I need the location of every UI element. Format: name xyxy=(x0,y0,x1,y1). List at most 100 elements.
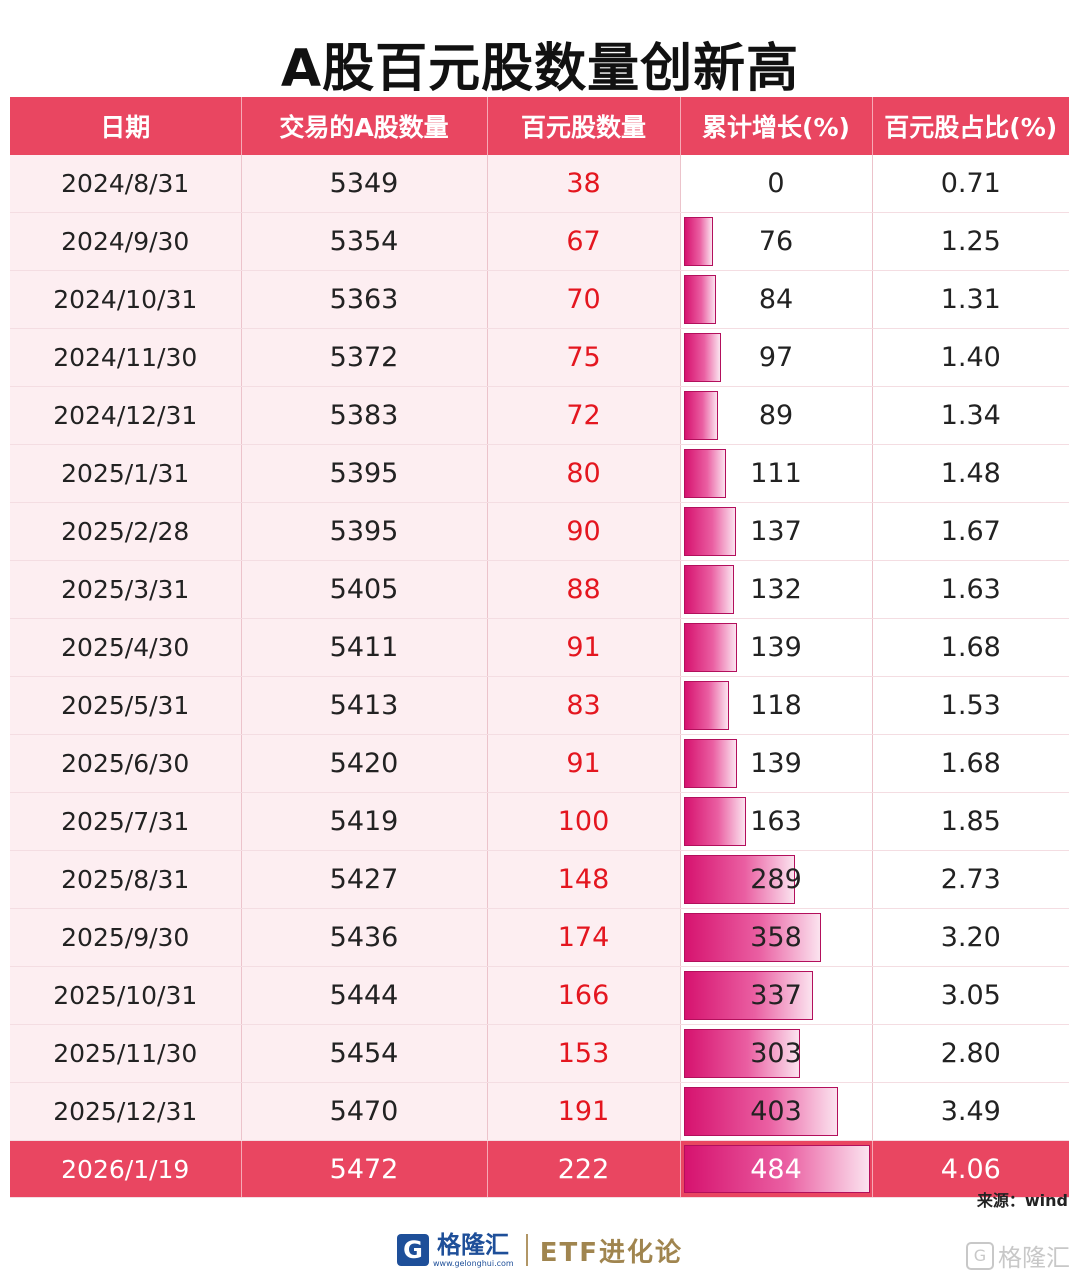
growth-bar xyxy=(683,391,718,440)
growth-bar xyxy=(683,275,716,324)
growth-value: 289 xyxy=(750,864,802,895)
etf-brand-text: ETF进化论 xyxy=(539,1237,683,1268)
share-ratio-cell: 1.63 xyxy=(872,560,1069,619)
hundred-yuan-count-cell: 91 xyxy=(487,618,681,677)
growth-value: 303 xyxy=(750,1038,802,1069)
share-ratio-cell: 1.68 xyxy=(872,618,1069,677)
share-ratio-cell: 1.85 xyxy=(872,792,1069,851)
table-row: 2024/8/31 5349 38 0 0.71 xyxy=(10,155,1069,213)
column-header-cumulative-growth: 累计增长(%) xyxy=(680,97,873,155)
watermark: G 格隆汇 xyxy=(966,1238,1070,1273)
traded-shares-cell: 5472 xyxy=(241,1140,488,1198)
traded-shares-cell: 5470 xyxy=(241,1082,488,1141)
cumulative-growth-cell: 76 xyxy=(680,212,873,271)
cumulative-growth-cell: 84 xyxy=(680,270,873,329)
date-cell: 2025/6/30 xyxy=(10,734,242,793)
cumulative-growth-cell: 358 xyxy=(680,908,873,967)
date-cell: 2025/12/31 xyxy=(10,1082,242,1141)
hundred-yuan-count-cell: 148 xyxy=(487,850,681,909)
traded-shares-cell: 5454 xyxy=(241,1024,488,1083)
footer-divider xyxy=(525,1234,528,1266)
column-header-date: 日期 xyxy=(10,97,242,155)
table-row: 2024/11/30 5372 75 97 1.40 xyxy=(10,328,1069,387)
growth-bar xyxy=(683,333,721,382)
date-cell: 2024/12/31 xyxy=(10,386,242,445)
hundred-yuan-count-cell: 153 xyxy=(487,1024,681,1083)
growth-value: 97 xyxy=(758,342,794,373)
hundred-yuan-count-cell: 70 xyxy=(487,270,681,329)
cumulative-growth-cell: 303 xyxy=(680,1024,873,1083)
growth-value: 84 xyxy=(758,284,794,315)
traded-shares-cell: 5420 xyxy=(241,734,488,793)
cumulative-growth-cell: 484 xyxy=(680,1140,873,1198)
growth-value: 358 xyxy=(750,922,802,953)
logo-url: www.gelonghui.com xyxy=(433,1258,514,1268)
traded-shares-cell: 5372 xyxy=(241,328,488,387)
share-ratio-cell: 1.68 xyxy=(872,734,1069,793)
growth-value: 139 xyxy=(750,748,802,779)
hundred-yuan-count-cell: 91 xyxy=(487,734,681,793)
hundred-yuan-count-cell: 222 xyxy=(487,1140,681,1198)
logo-name: 格隆汇 xyxy=(437,1230,510,1259)
hundred-yuan-count-cell: 72 xyxy=(487,386,681,445)
share-ratio-cell: 2.80 xyxy=(872,1024,1069,1083)
date-cell: 2025/10/31 xyxy=(10,966,242,1025)
column-header-hundred-yuan-count: 百元股数量 xyxy=(487,97,681,155)
growth-value: 139 xyxy=(750,632,802,663)
table-header-row: 日期 交易的A股数量 百元股数量 累计增长(%) 百元股占比(%) xyxy=(10,97,1069,155)
hundred-yuan-count-cell: 83 xyxy=(487,676,681,735)
table-row: 2025/9/30 5436 174 358 3.20 xyxy=(10,908,1069,967)
hundred-yuan-count-cell: 100 xyxy=(487,792,681,851)
table-row: 2025/10/31 5444 166 337 3.05 xyxy=(10,966,1069,1025)
date-cell: 2024/11/30 xyxy=(10,328,242,387)
cumulative-growth-cell: 132 xyxy=(680,560,873,619)
date-cell: 2025/2/28 xyxy=(10,502,242,561)
traded-shares-cell: 5427 xyxy=(241,850,488,909)
footer-branding: G 格隆汇 www.gelonghui.com ETF进化论 xyxy=(0,1228,1080,1272)
hundred-yuan-count-cell: 80 xyxy=(487,444,681,503)
growth-bar xyxy=(683,681,729,730)
growth-bar xyxy=(683,1145,870,1193)
date-cell: 2025/5/31 xyxy=(10,676,242,735)
share-ratio-cell: 1.31 xyxy=(872,270,1069,329)
gelonghui-logo-text: 格隆汇 www.gelonghui.com xyxy=(433,1233,514,1268)
cumulative-growth-cell: 111 xyxy=(680,444,873,503)
cumulative-growth-cell: 139 xyxy=(680,618,873,677)
traded-shares-cell: 5411 xyxy=(241,618,488,677)
growth-bar xyxy=(683,739,737,788)
hundred-yuan-count-cell: 90 xyxy=(487,502,681,561)
growth-bar xyxy=(683,449,727,498)
traded-shares-cell: 5349 xyxy=(241,155,488,213)
date-cell: 2025/8/31 xyxy=(10,850,242,909)
growth-value: 118 xyxy=(750,690,802,721)
traded-shares-cell: 5444 xyxy=(241,966,488,1025)
growth-bar xyxy=(683,797,747,846)
cumulative-growth-cell: 97 xyxy=(680,328,873,387)
traded-shares-cell: 5354 xyxy=(241,212,488,271)
share-ratio-cell: 2.73 xyxy=(872,850,1069,909)
growth-bar xyxy=(683,1087,839,1136)
share-ratio-cell: 1.67 xyxy=(872,502,1069,561)
growth-value: 89 xyxy=(758,400,794,431)
hundred-yuan-count-cell: 166 xyxy=(487,966,681,1025)
traded-shares-cell: 5436 xyxy=(241,908,488,967)
growth-value: 163 xyxy=(750,806,802,837)
share-ratio-cell: 1.53 xyxy=(872,676,1069,735)
growth-value: 403 xyxy=(750,1096,802,1127)
table-row: 2025/11/30 5454 153 303 2.80 xyxy=(10,1024,1069,1083)
growth-bar xyxy=(683,855,795,904)
date-cell: 2025/3/31 xyxy=(10,560,242,619)
date-cell: 2024/10/31 xyxy=(10,270,242,329)
column-header-traded-shares: 交易的A股数量 xyxy=(241,97,488,155)
table-row: 2025/8/31 5427 148 289 2.73 xyxy=(10,850,1069,909)
share-ratio-cell: 1.34 xyxy=(872,386,1069,445)
source-note: 来源：wind xyxy=(976,1191,1068,1210)
traded-shares-cell: 5405 xyxy=(241,560,488,619)
traded-shares-cell: 5413 xyxy=(241,676,488,735)
table-row: 2025/1/31 5395 80 111 1.48 xyxy=(10,444,1069,503)
table-row: 2026/1/19 5472 222 484 4.06 xyxy=(10,1140,1069,1198)
data-table: 日期 交易的A股数量 百元股数量 累计增长(%) 百元股占比(%) 2024/8… xyxy=(10,97,1069,1198)
column-header-share-ratio: 百元股占比(%) xyxy=(872,97,1069,155)
share-ratio-cell: 3.49 xyxy=(872,1082,1069,1141)
hundred-yuan-count-cell: 75 xyxy=(487,328,681,387)
